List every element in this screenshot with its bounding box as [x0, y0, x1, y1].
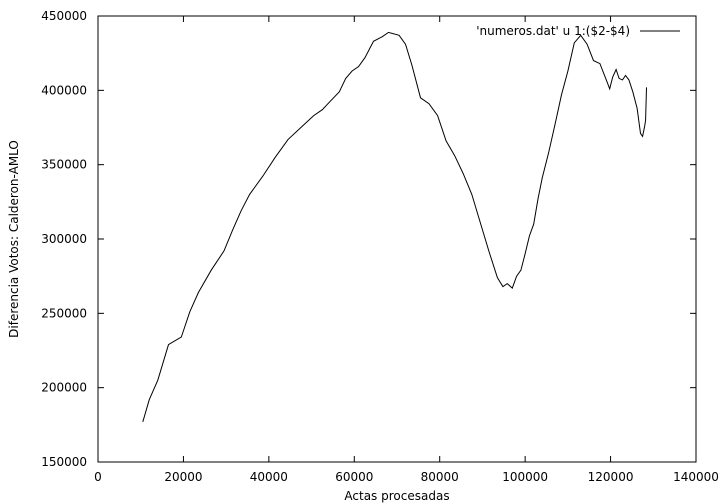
x-tick-label: 100000 — [502, 470, 548, 484]
legend-label: 'numeros.dat' u 1:($2-$4) — [476, 24, 630, 38]
y-axis-title: Diferencia Votos: Calderon-AMLO — [7, 140, 21, 338]
x-tick-label: 60000 — [335, 470, 373, 484]
x-axis-title: Actas procesadas — [344, 489, 449, 503]
y-tick-label: 450000 — [41, 9, 87, 23]
series-line — [142, 31, 647, 423]
y-tick-label: 300000 — [41, 232, 87, 246]
tick-labels: 0 20000 40000 60000 80000 100000 120000 140000 1… — [41, 9, 719, 484]
x-tick-label: 40000 — [250, 470, 288, 484]
legend: 'numeros.dat' u 1:($2-$4) — [476, 24, 680, 38]
tick-marks — [97, 15, 697, 463]
y-tick-label: 400000 — [41, 83, 87, 97]
y-tick-label: 250000 — [41, 306, 87, 320]
plot-frame — [97, 15, 697, 463]
y-tick-label: 200000 — [41, 381, 87, 395]
x-tick-label: 0 — [94, 470, 102, 484]
y-tick-label: 150000 — [41, 455, 87, 469]
x-tick-label: 120000 — [588, 470, 634, 484]
y-tick-label: 350000 — [41, 158, 87, 172]
x-tick-label: 140000 — [673, 470, 719, 484]
x-tick-label: 20000 — [164, 470, 202, 484]
x-tick-label: 80000 — [421, 470, 459, 484]
